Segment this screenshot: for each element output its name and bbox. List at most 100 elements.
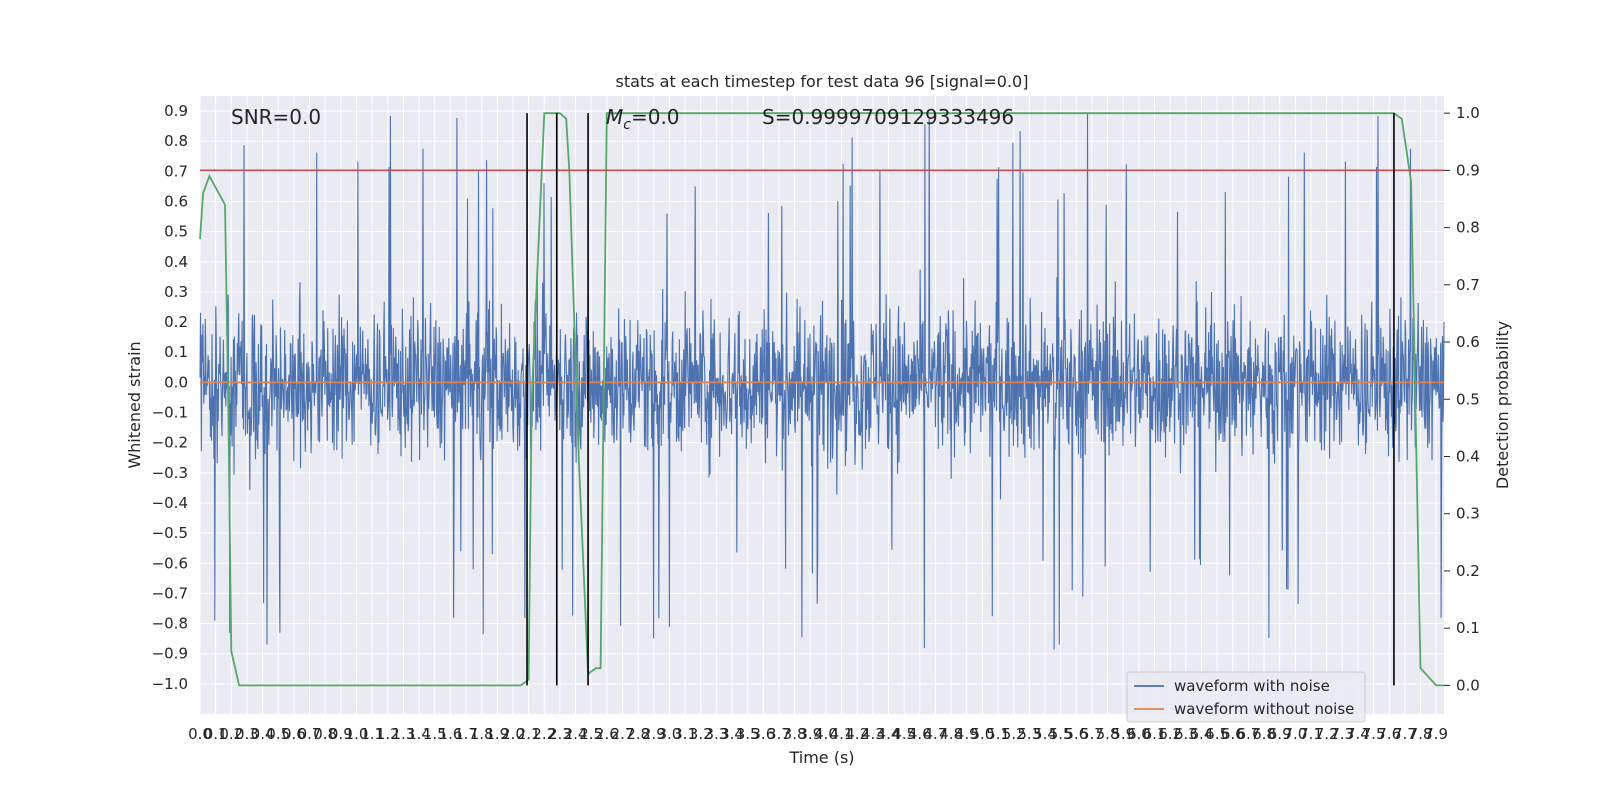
x-tick-label: 2.6 [595,725,619,743]
y-tick-label-left: 0.7 [164,162,188,180]
y-tick-label-right: 0.6 [1456,333,1480,351]
x-tick-label: 2.8 [626,725,650,743]
y-tick-label-left: −0.9 [152,645,188,663]
y-tick-labels-left: −1.0 −0.9 −0.8 −0.7 −0.6 −0.5 −0.4 −0.3 −0.2 −0.1… [152,102,188,693]
x-tick-label: 0.0 [188,725,212,743]
y-tick-label-left: 0.1 [164,343,188,361]
y-tick-label-left: 0.4 [164,253,188,271]
x-tick-label: 3.3 [704,725,728,743]
y-tick-label-right: 0.9 [1456,161,1480,179]
x-tick-label: 6.2 [1158,725,1182,743]
x-tick-label: 2.3 [548,725,572,743]
x-tick-label: 0.3 [235,725,259,743]
y-tick-label-right: 0.5 [1456,390,1480,408]
x-tick-label: 7.6 [1377,725,1401,743]
y-tick-label-left: −0.5 [152,524,188,542]
x-tick-label: 4.8 [939,725,963,743]
legend-label-with-noise: waveform with noise [1174,677,1330,695]
y-tick-label-left: −1.0 [152,675,188,693]
x-tick-label: 7.2 [1315,725,1339,743]
x-tick-label: 0.7 [298,725,322,743]
x-tick-label: 4.6 [908,725,932,743]
x-tick-label: 0.6 [282,725,306,743]
x-tick-label: 0.1 [204,725,228,743]
x-tick-label: 1.0 [345,725,369,743]
y-tick-label-left: −0.1 [152,404,188,422]
x-tick-label: 7.4 [1346,725,1370,743]
x-tick-label: 5.1 [986,725,1010,743]
x-tick-label: 0.2 [219,725,243,743]
x-tick-label: 1.3 [391,725,415,743]
x-tick-label: 5.5 [1049,725,1073,743]
x-tick-label: 2.0 [501,725,525,743]
x-tick-label: 1.8 [470,725,494,743]
y-tick-label-left: 0.3 [164,283,188,301]
x-tick-label: 1.4 [407,725,431,743]
x-tick-label: 7.8 [1409,725,1433,743]
y-tick-label-right: 0.0 [1456,676,1480,694]
x-tick-label: 7.5 [1362,725,1386,743]
y-tick-label-left: 0.0 [164,373,188,391]
x-tick-label: 3.6 [751,725,775,743]
x-tick-label: 5.9 [1111,725,1135,743]
x-tick-label: 2.5 [579,725,603,743]
x-tick-label: 4.1 [830,725,854,743]
x-tick-label: 6.8 [1252,725,1276,743]
x-tick-label: 4.2 [845,725,869,743]
y-tick-label-left: −0.3 [152,464,188,482]
x-tick-label: 5.4 [1033,725,1057,743]
vertical-markers [526,113,1395,686]
series-waveform-with-noise [199,112,1445,650]
x-tick-label: 3.5 [736,725,760,743]
x-tick-label: 1.6 [438,725,462,743]
y-tick-labels-right: 0.0 0.1 0.2 0.3 0.4 0.5 0.6 0.7 0.8 0.9 1.0 [1444,104,1480,694]
mc-symbol: M [606,105,623,129]
x-tick-label: 4.3 [861,725,885,743]
x-tick-label: 7.0 [1283,725,1307,743]
x-tick-label: 2.9 [642,725,666,743]
mc-subscript: c [623,117,631,133]
x-tick-label: 0.5 [266,725,290,743]
x-tick-label: 7.7 [1393,725,1417,743]
x-tick-label: 1.9 [485,725,509,743]
y-tick-label-right: 0.1 [1456,619,1480,637]
x-tick-label: 4.0 [814,725,838,743]
y-tick-label-right: 0.2 [1456,562,1480,580]
legend-label-without-noise: waveform without noise [1174,700,1354,718]
x-tick-label: 2.1 [517,725,541,743]
x-tick-label: 5.3 [1017,725,1041,743]
x-tick-label: 4.5 [892,725,916,743]
x-tick-label: 1.1 [360,725,384,743]
x-tick-label: 1.5 [423,725,447,743]
x-tick-label: 6.1 [1143,725,1167,743]
x-tick-label: 3.7 [767,725,791,743]
x-tick-label: 5.6 [1064,725,1088,743]
series-detection-probability [199,112,1444,687]
y-tick-label-left: −0.8 [152,615,188,633]
y-tick-label-left: 0.5 [164,223,188,241]
x-tick-label: 0.4 [251,725,275,743]
y-tick-label-left: −0.2 [152,434,188,452]
y-tick-label-left: 0.2 [164,313,188,331]
x-tick-label: 5.7 [1080,725,1104,743]
legend: waveform with noise waveform without noi… [1126,671,1366,723]
x-tick-label: 0.9 [329,725,353,743]
y-axis-label-right: Detection probability [1493,321,1512,489]
x-tick-label: 4.9 [955,725,979,743]
y-tick-label-left: 0.6 [164,193,188,211]
x-tick-label: 3.4 [720,725,744,743]
y-tick-label-left: −0.7 [152,584,188,602]
y-tick-label-right: 0.4 [1456,448,1480,466]
y-tick-label-left: 0.8 [164,132,188,150]
y-tick-label-left: −0.4 [152,494,188,512]
s-annotation: S=0.9999709129333496 [762,105,1014,129]
mc-annotation: Mc=0.0 [606,105,680,133]
x-tick-label: 6.3 [1174,725,1198,743]
x-tick-label: 5.8 [1096,725,1120,743]
x-tick-label: 3.1 [673,725,697,743]
x-tick-label: 6.4 [1190,725,1214,743]
x-tick-label: 2.7 [611,725,635,743]
x-tick-label: 1.2 [376,725,400,743]
